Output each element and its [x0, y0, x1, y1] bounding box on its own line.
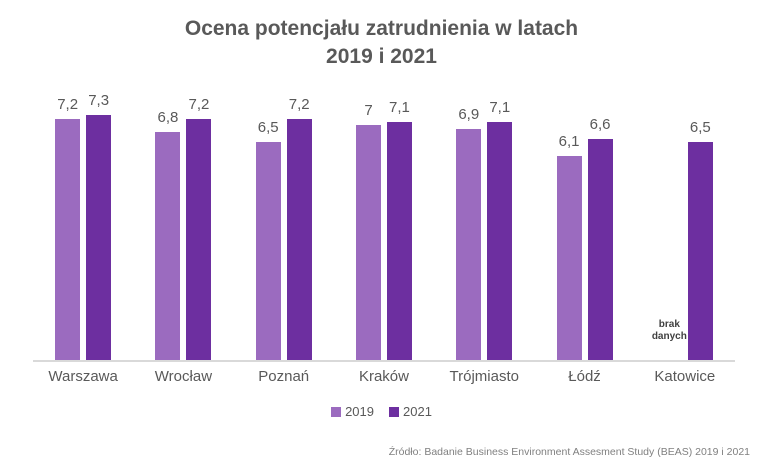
- bar-2021: [487, 122, 513, 360]
- bar-value-label: 7,2: [188, 96, 210, 113]
- bar-value-label: 6,1: [558, 133, 580, 150]
- bar-group: brak danych 6,5: [635, 85, 735, 360]
- legend-label: 2019: [345, 404, 374, 419]
- bar-value-label: 6,5: [257, 119, 279, 136]
- legend-swatch-icon: [331, 406, 342, 417]
- category-label: Warszawa: [48, 368, 118, 385]
- bar-slot-2021: 7,3: [86, 92, 112, 360]
- category-label: Katowice: [654, 368, 716, 385]
- bar-pair: 7,2 7,3: [55, 92, 112, 360]
- bar-slot-2019: 6,8: [155, 109, 181, 360]
- legend-item-2019: 2019: [331, 404, 374, 419]
- bar-slot-2019: 7: [355, 102, 381, 360]
- bar-value-label: 7: [364, 102, 373, 119]
- bar-value-label: 7,3: [88, 92, 110, 109]
- bar-value-label: 7,1: [389, 99, 410, 116]
- chart-title: Ocena potencjału zatrudnienia w latach 2…: [0, 15, 763, 71]
- legend-label: 2021: [403, 404, 432, 419]
- source-note: Źródło: Badanie Business Environment Ass…: [388, 446, 750, 458]
- bar-value-label: 7,2: [57, 96, 79, 113]
- bar-value-label: 7,1: [489, 99, 511, 116]
- bar-slot-2021: 6,6: [587, 116, 613, 360]
- bar-value-label: 7,2: [288, 96, 310, 113]
- bar-slot-2019: 7,2: [55, 96, 81, 360]
- plot-area: 7,2 7,3 6,8 7,2 6,5 7,2 7 7,1 6,9 7,1 6,1 6,6 brak d…: [33, 85, 735, 360]
- bar-slot-2019: 6,5: [255, 119, 281, 360]
- category-label: Poznań: [258, 368, 310, 385]
- bar-2021: [687, 142, 713, 360]
- bar-group: 7,2 7,3: [33, 85, 133, 360]
- chart-title-line2: 2019 i 2021: [326, 45, 437, 68]
- bar-2021: [587, 139, 613, 360]
- bar-group: 6,1 6,6: [534, 85, 634, 360]
- bar-slot-2021: 7,1: [487, 99, 513, 360]
- bar-pair: 6,5 7,2: [255, 96, 312, 360]
- bar-2019: [155, 132, 181, 360]
- bar-slot-2021: 6,5: [687, 119, 713, 360]
- bar-slot-2019: brak danych: [652, 319, 687, 360]
- bar-group: 7 7,1: [334, 85, 434, 360]
- bar-2019: [55, 119, 81, 360]
- bar-2021: [386, 122, 412, 360]
- bar-2019: [355, 125, 381, 360]
- bar-slot-2021: 7,1: [386, 99, 412, 360]
- bar-value-label: 6,5: [689, 119, 711, 136]
- legend-item-2021: 2021: [389, 404, 432, 419]
- bar-group: 6,5 7,2: [234, 85, 334, 360]
- bar-slot-2021: 7,2: [286, 96, 312, 360]
- bar-pair: 6,8 7,2: [155, 96, 212, 360]
- legend-swatch-icon: [389, 406, 399, 417]
- bar-2019: [456, 129, 482, 360]
- bar-group: 6,9 7,1: [434, 85, 534, 360]
- bar-value-label: 6,6: [589, 116, 611, 133]
- bar-pair: 6,1 6,6: [556, 116, 613, 360]
- category-axis: Warszawa Wrocław Poznań Kraków Trójmiasto Łód…: [33, 368, 735, 385]
- category-label: Trójmiasto: [449, 368, 519, 385]
- bar-pair: 7 7,1: [355, 99, 412, 360]
- bar-pair: 6,9 7,1: [456, 99, 513, 360]
- bar-pair: brak danych 6,5: [652, 119, 713, 360]
- bar-slot-2019: 6,1: [556, 133, 582, 360]
- bar-slot-2021: 7,2: [186, 96, 212, 360]
- category-label: Kraków: [358, 368, 409, 385]
- bar-value-label: 6,9: [458, 106, 480, 123]
- category-label: Łódź: [568, 368, 601, 385]
- bar-group: 6,8 7,2: [133, 85, 233, 360]
- bar-2021: [286, 119, 312, 360]
- bar-value-label: 6,8: [157, 109, 179, 126]
- chart-title-line1: Ocena potencjału zatrudnienia w latach: [184, 17, 579, 40]
- category-label: Wrocław: [154, 368, 213, 385]
- no-data-label: brak danych: [651, 319, 687, 342]
- legend: 2019 2021: [0, 404, 763, 419]
- bar-2019: [255, 142, 281, 360]
- bar-2021: [86, 115, 112, 360]
- bar-slot-2019: 6,9: [456, 106, 482, 360]
- x-axis-line: [33, 360, 735, 362]
- bar-2019: [556, 156, 582, 360]
- bar-2021: [186, 119, 212, 360]
